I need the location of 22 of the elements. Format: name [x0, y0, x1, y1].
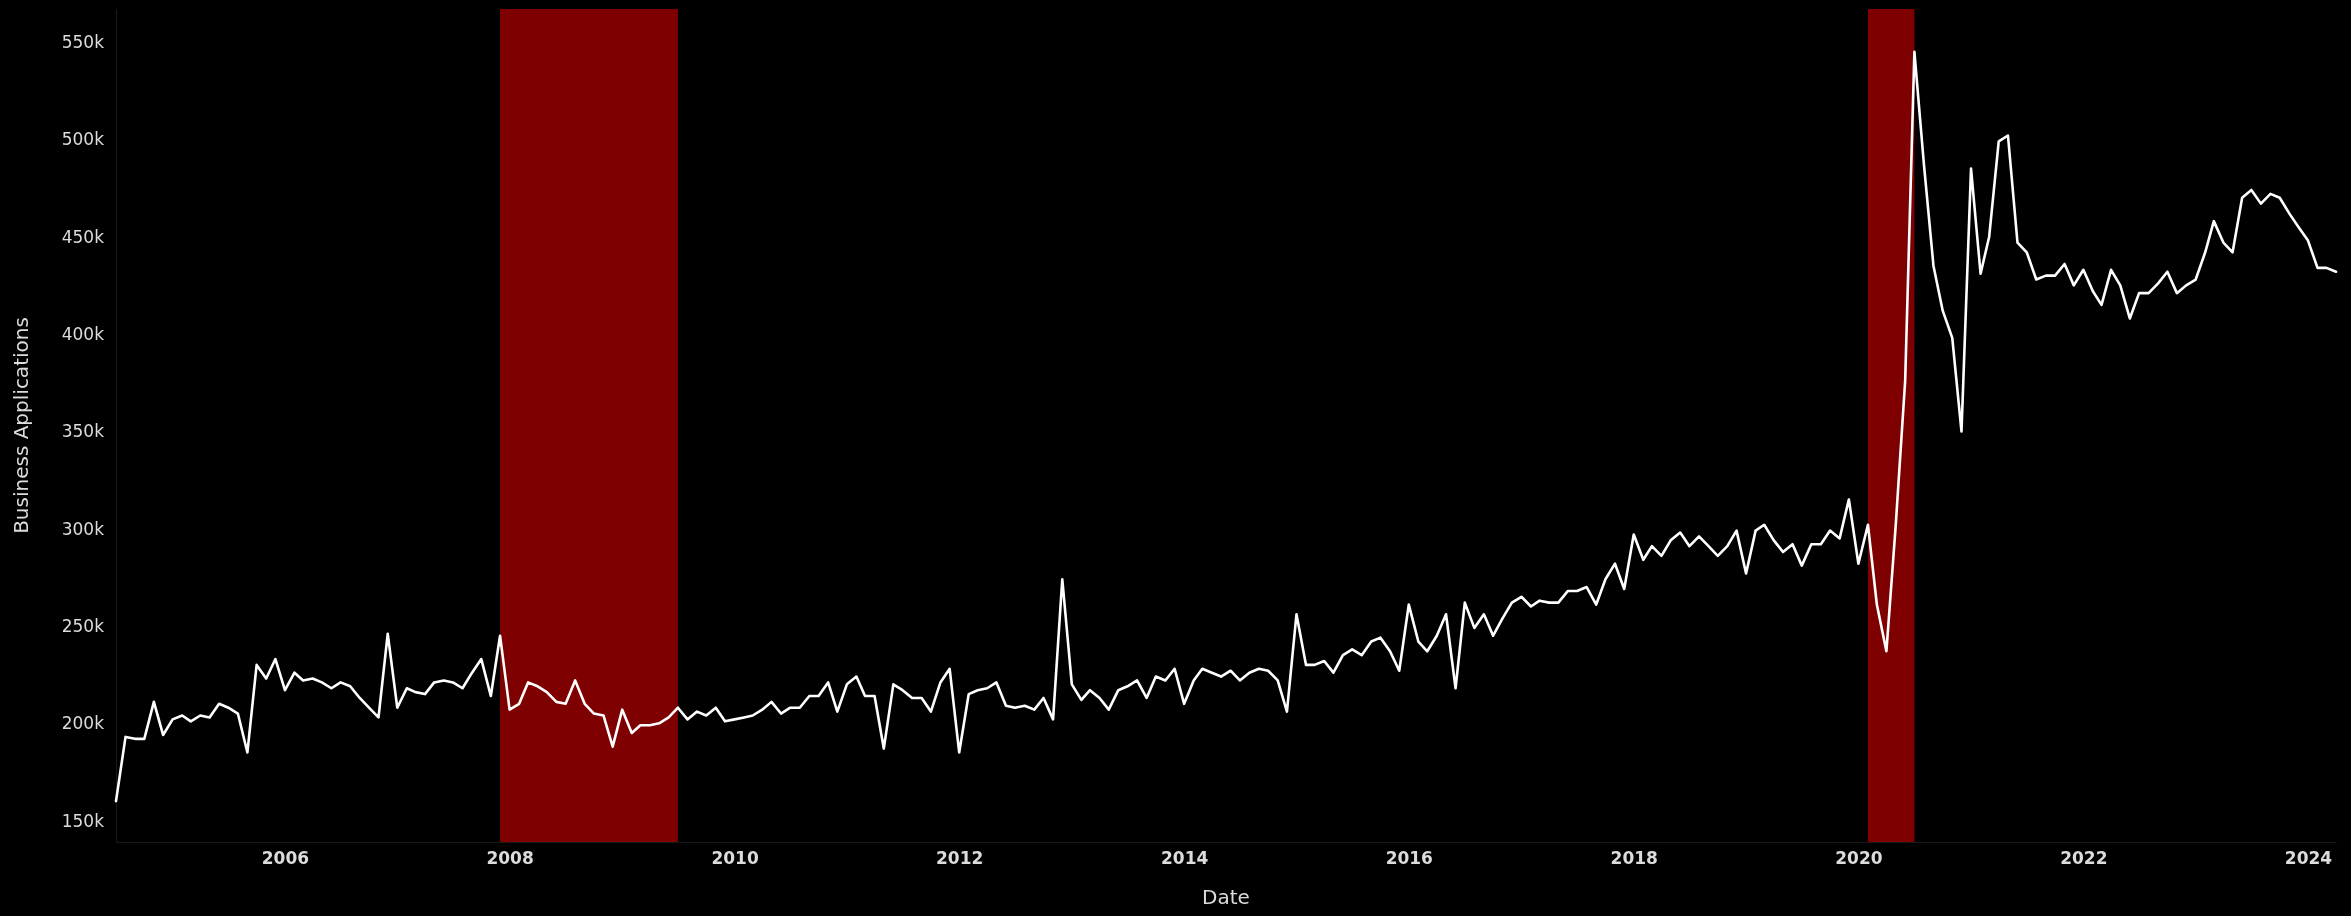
y-tick-label: 200k	[61, 713, 105, 734]
x-tick-label: 2012	[936, 848, 984, 869]
y-tick-label: 550k	[61, 32, 105, 53]
y-tick-label: 400k	[61, 323, 105, 344]
x-tick-label: 2024	[2284, 848, 2333, 869]
x-tick-label: 2014	[1160, 848, 1209, 869]
y-tick-label: 300k	[61, 518, 105, 539]
x-tick-label: 2016	[1385, 848, 1433, 869]
x-axis-title: Date	[1202, 885, 1250, 909]
x-tick-label: 2018	[1610, 848, 1658, 869]
x-tick-label: 2006	[261, 848, 310, 869]
y-tick-label: 250k	[61, 615, 105, 636]
x-tick-label: 2010	[711, 848, 759, 869]
y-tick-label: 500k	[61, 129, 105, 150]
y-tick-label: 150k	[61, 810, 105, 831]
y-tick-label: 350k	[61, 421, 105, 442]
y-axis-title: Business Applications	[9, 317, 33, 534]
y-tick-label: 450k	[61, 226, 105, 247]
x-tick-label: 2008	[486, 848, 534, 869]
line-series	[114, 50, 2338, 803]
x-tick-label: 2020	[1835, 848, 1883, 869]
x-tick-label: 2022	[2060, 848, 2108, 869]
